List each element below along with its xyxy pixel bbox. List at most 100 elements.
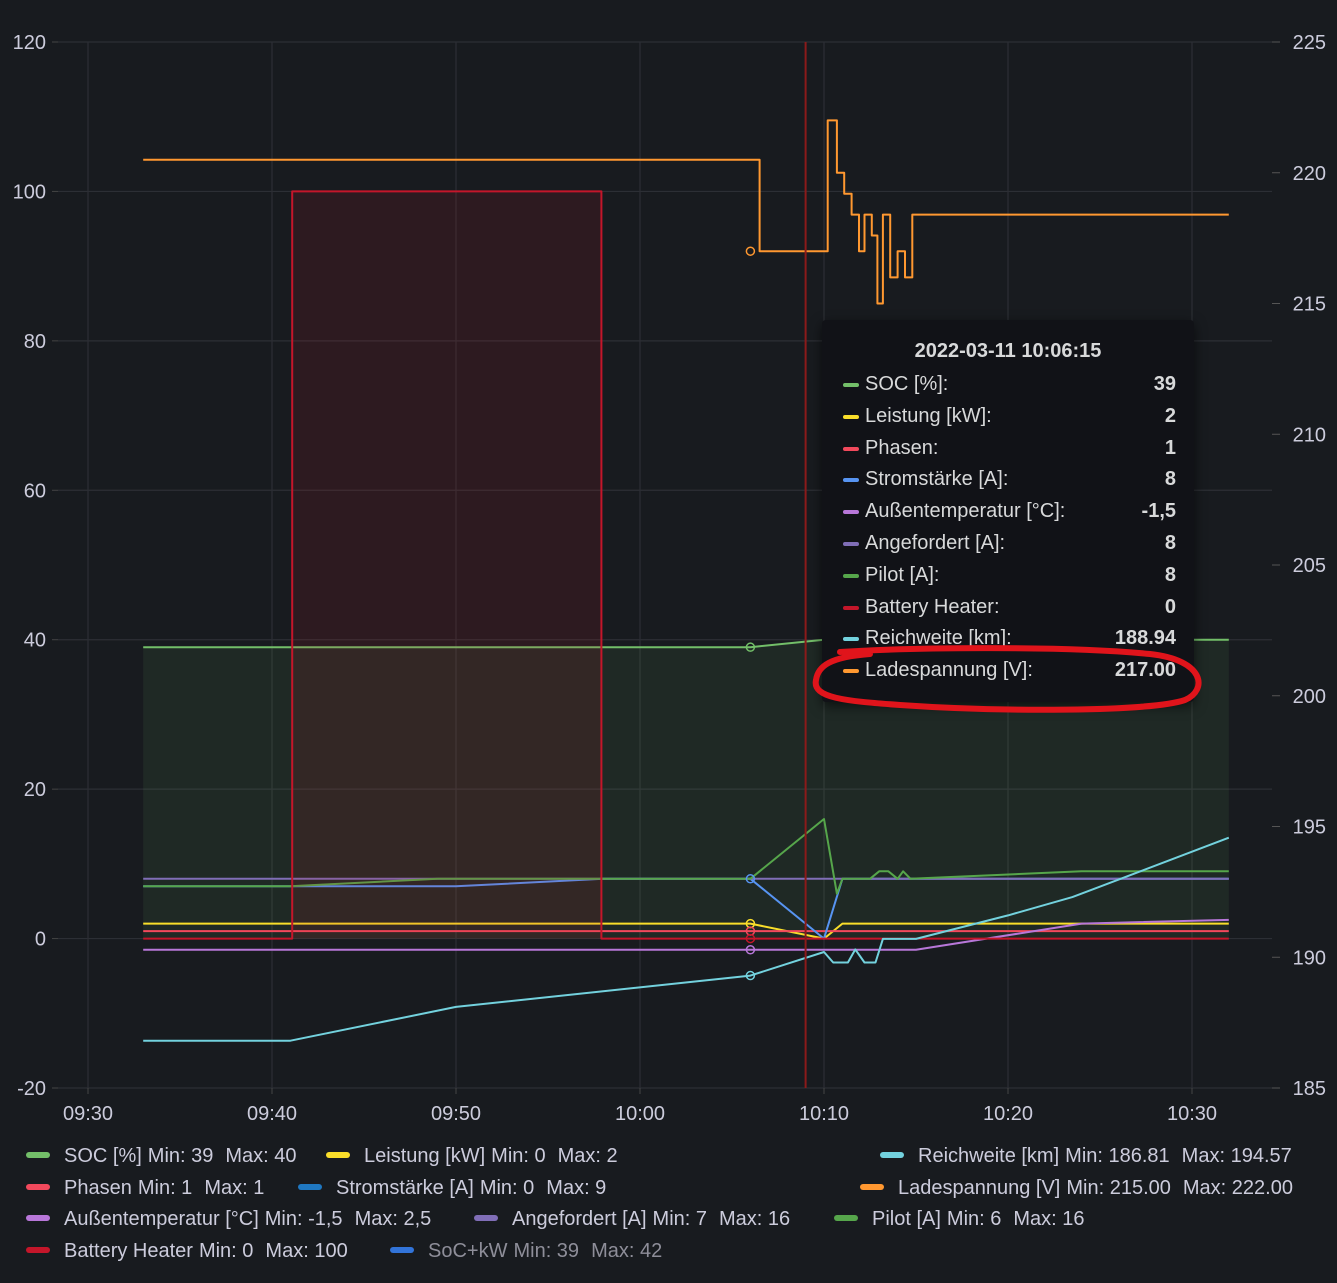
series-swatch xyxy=(843,605,859,610)
x-tick-label: 10:20 xyxy=(983,1103,1033,1125)
tooltip-series-value: 39 xyxy=(1153,373,1176,395)
left-tick-label: 20 xyxy=(24,779,46,801)
tooltip-series-name: Pilot [A]: xyxy=(865,563,940,586)
right-tick-label: 185 xyxy=(1293,1078,1326,1100)
right-tick-label: 210 xyxy=(1293,424,1326,446)
tooltip-row: SOC [%]: 39 xyxy=(822,369,1194,401)
legend-min: Min: -1,5 xyxy=(264,1208,343,1230)
series-line-au-entemperatur-c xyxy=(143,918,1229,951)
legend-swatch xyxy=(326,1151,350,1158)
legend-min: Min: 39 xyxy=(513,1240,580,1262)
legend-series-name: Reichweite [km] xyxy=(918,1145,1060,1167)
legend-swatch xyxy=(26,1214,50,1221)
tooltip-row: Pilot [A]: 8 xyxy=(822,560,1194,592)
legend-swatch xyxy=(474,1214,498,1221)
tooltip-series-value: 2 xyxy=(1164,404,1176,427)
legend-item[interactable]: Stromstärke [A] Min: 0 Max: 9 xyxy=(298,1173,606,1203)
tooltip-series-name: Battery Heater: xyxy=(865,595,1000,618)
series-swatch xyxy=(843,510,859,515)
legend-swatch xyxy=(390,1246,414,1253)
right-tick-label: 195 xyxy=(1293,817,1326,839)
legend-min: Min: 0 xyxy=(479,1177,535,1199)
legend-max: Max: 16 xyxy=(1013,1208,1085,1230)
right-tick-label: 220 xyxy=(1293,163,1326,185)
x-tick-label: 10:00 xyxy=(615,1103,665,1125)
legend-series-name: Phasen xyxy=(64,1177,132,1199)
legend-min: Min: 7 xyxy=(652,1208,707,1230)
legend-series-name: Stromstärke [A] xyxy=(336,1177,474,1199)
series-swatch xyxy=(843,637,859,642)
legend-series-name: Angefordert [A] xyxy=(512,1208,647,1230)
legend-max: Max: 100 xyxy=(265,1240,348,1262)
legend-min: Min: 215.00 xyxy=(1066,1177,1171,1199)
legend-max: Max: 1 xyxy=(204,1177,265,1199)
tooltip-series-name: Ladespannung [V]: xyxy=(865,659,1033,682)
hover-point-marker xyxy=(745,933,756,944)
left-tick-label: 80 xyxy=(24,331,46,353)
series-swatch xyxy=(843,446,859,451)
legend-min: Min: 39 xyxy=(147,1145,214,1167)
left-tick-label: 120 xyxy=(13,32,46,54)
tooltip-series-name: Angefordert [A]: xyxy=(865,531,1006,554)
series-line-pilot-a xyxy=(143,818,1229,895)
legend-item[interactable]: Battery Heater Min: 0 Max: 100 xyxy=(26,1236,348,1266)
series-swatch xyxy=(843,383,859,387)
series-swatch xyxy=(843,478,859,483)
left-tick-label: 40 xyxy=(24,630,46,652)
legend-swatch xyxy=(26,1246,50,1253)
tooltip-series-name: Leistung [kW]: xyxy=(865,404,992,427)
left-tick-label: 0 xyxy=(35,929,46,951)
legend-item[interactable]: Angefordert [A] Min: 7 Max: 16 xyxy=(474,1204,790,1234)
tooltip-series-value: 217.00 xyxy=(1114,659,1176,682)
tooltip-series-name: Reichweite [km]: xyxy=(865,627,1012,650)
legend-item[interactable]: Phasen Min: 1 Max: 1 xyxy=(26,1173,264,1203)
series-line-ladespannung-v xyxy=(143,119,1229,305)
legend-max: Max: 2,5 xyxy=(354,1208,432,1230)
x-tick-label: 09:40 xyxy=(247,1103,297,1125)
legend-item[interactable]: Pilot [A] Min: 6 Max: 16 xyxy=(834,1204,1085,1234)
right-tick-label: 190 xyxy=(1293,947,1326,969)
left-tick-label: 100 xyxy=(13,181,46,203)
tooltip-series-name: Außentemperatur [°C]: xyxy=(865,500,1066,523)
legend-swatch xyxy=(26,1183,50,1190)
chart-legend: SOC [%] Min: 39 Max: 40 Leistung [kW] Min: 0… xyxy=(0,1138,1337,1278)
tooltip-row: Stromstärke [A]: 8 xyxy=(822,464,1194,496)
right-tick-label: 200 xyxy=(1293,686,1326,708)
legend-item[interactable]: Leistung [kW] Min: 0 Max: 2 xyxy=(326,1141,618,1171)
series-area-soc xyxy=(143,639,1229,939)
legend-series-name: Battery Heater xyxy=(64,1240,193,1262)
legend-swatch xyxy=(834,1214,858,1221)
tooltip-series-value: 8 xyxy=(1164,563,1176,586)
tooltip-row: Leistung [kW]: 2 xyxy=(822,401,1194,433)
legend-swatch xyxy=(26,1151,50,1158)
series-swatch xyxy=(843,414,859,419)
legend-series-name: SOC [%] xyxy=(64,1145,142,1167)
legend-max: Max: 222.00 xyxy=(1182,1177,1293,1199)
tooltip-timestamp: 2022-03-11 10:06:15 xyxy=(914,340,1102,362)
tooltip-series-name: SOC [%]: xyxy=(865,373,949,395)
legend-max: Max: 16 xyxy=(719,1208,791,1230)
tooltip-series-name: Stromstärke [A]: xyxy=(865,468,1009,491)
legend-item[interactable]: Ladespannung [V] Min: 215.00 Max: 222.00 xyxy=(860,1173,1293,1203)
legend-item[interactable]: Außentemperatur [°C] Min: -1,5 Max: 2,5 xyxy=(26,1204,431,1234)
tooltip-rows: SOC [%]: 39 Leistung [kW]: 2 Phasen: 1 Stromst… xyxy=(822,369,1194,687)
x-tick-label: 10:10 xyxy=(799,1103,849,1125)
legend-item[interactable]: SoC+kW Min: 39 Max: 42 xyxy=(390,1236,662,1266)
tooltip-series-value: -1,5 xyxy=(1141,500,1176,523)
legend-min: Min: 0 xyxy=(198,1240,254,1262)
tooltip-row: Ladespannung [V]: 217.00 xyxy=(822,655,1194,687)
legend-max: Max: 9 xyxy=(546,1177,607,1199)
series-line-battery-heater xyxy=(143,190,1229,940)
legend-max: Max: 194.57 xyxy=(1181,1145,1292,1167)
legend-item[interactable]: Reichweite [km] Min: 186.81 Max: 194.57 xyxy=(880,1141,1292,1171)
hover-point-marker xyxy=(745,246,756,256)
legend-swatch xyxy=(298,1183,322,1190)
legend-max: Max: 42 xyxy=(591,1240,663,1262)
series-area-battery-heater xyxy=(143,191,1229,939)
legend-item[interactable]: SOC [%] Min: 39 Max: 40 xyxy=(26,1141,297,1171)
legend-max: Max: 40 xyxy=(225,1145,297,1167)
tooltip-series-name: Phasen: xyxy=(865,436,939,459)
legend-max: Max: 2 xyxy=(557,1145,618,1167)
legend-min: Min: 186.81 xyxy=(1065,1145,1170,1167)
series-line-reichweite-km xyxy=(143,836,1230,1042)
